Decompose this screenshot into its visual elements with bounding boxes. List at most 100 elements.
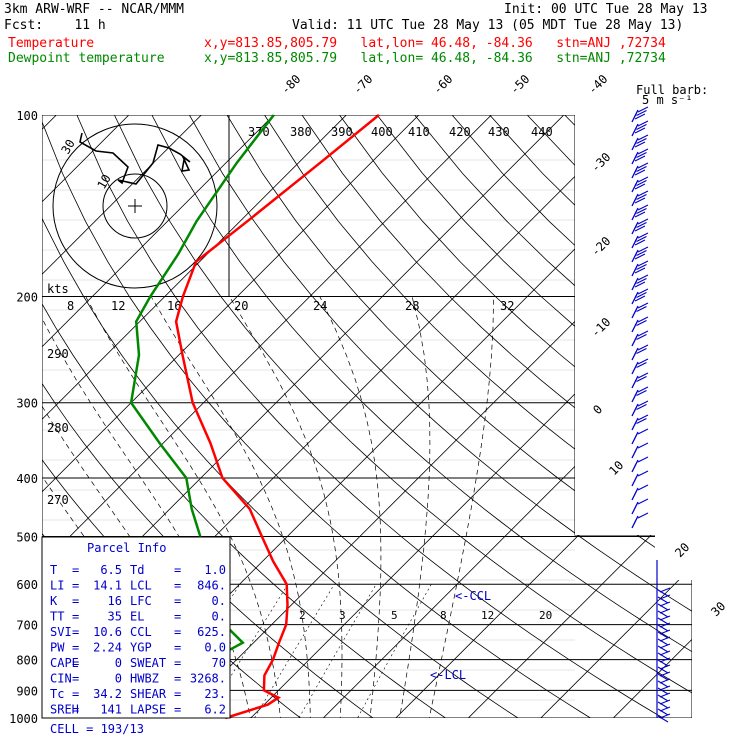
dry-adiabat-line xyxy=(0,115,23,731)
wind-barb xyxy=(631,344,649,361)
parcel-key: YGP xyxy=(130,641,152,655)
wind-barbs: Full barb:5 m s⁻¹ xyxy=(631,83,708,723)
moist-adiabat-line xyxy=(319,296,382,718)
moist-adiabat-line xyxy=(397,296,431,718)
wind-barb xyxy=(631,274,649,291)
parcel-key: SHEAR xyxy=(130,687,167,701)
wind-barb xyxy=(631,134,649,151)
parcel-value: 0. xyxy=(212,610,226,624)
parcel-key: SVI xyxy=(50,625,72,639)
parcel-key: T xyxy=(50,563,57,577)
parcel-key: Td xyxy=(130,563,144,577)
isotherm-label: -80 xyxy=(278,72,303,97)
wind-barb xyxy=(631,120,649,137)
parcel-eq: = xyxy=(174,641,181,655)
parcel-title: Parcel Info xyxy=(87,541,166,555)
pressure-tick-label: 1000 xyxy=(9,712,38,726)
parcel-value: 141 xyxy=(100,703,122,717)
mixing-ratio-label: 8 xyxy=(440,609,447,622)
parcel-key: CCL xyxy=(130,625,152,639)
wind-barb xyxy=(657,671,671,681)
parcel-value: 34.2 xyxy=(93,687,122,701)
parcel-value: 6.2 xyxy=(204,703,226,717)
init-time: Init: 00 UTC Tue 28 May 13 xyxy=(504,2,708,17)
isotherm-line xyxy=(455,115,692,718)
wind-barb xyxy=(631,176,649,193)
parcel-eq: = xyxy=(174,703,181,717)
parcel-value: 6.5 xyxy=(100,563,122,577)
hodograph-trace xyxy=(79,132,191,185)
dry-adiabat-line xyxy=(226,115,692,718)
wind-barb xyxy=(631,218,649,235)
dry-adiabat-line xyxy=(42,115,539,718)
pressure-tick-label: 200 xyxy=(16,291,38,305)
parcel-value: 846. xyxy=(197,579,226,593)
theta-e-label: 380 xyxy=(290,125,312,139)
pressure-tick-label: 900 xyxy=(16,684,38,698)
mixing-ratio-line xyxy=(246,584,335,718)
moist-adiabat-line xyxy=(42,296,253,718)
dry-adiabat-line xyxy=(489,115,692,718)
parcel-value: 70 xyxy=(212,656,226,670)
wind-barb xyxy=(631,470,649,487)
parcel-key: HWBZ xyxy=(130,672,159,686)
parcel-eq: = xyxy=(72,625,79,639)
wind-barb xyxy=(657,706,671,716)
lcl-marker: <-LCL xyxy=(430,668,466,682)
isotherm-line xyxy=(42,115,375,718)
mixing-ratio-label: 12 xyxy=(481,609,494,622)
isotherm-label: 10 xyxy=(606,458,626,478)
parcel-eq: = xyxy=(72,641,79,655)
isotherm-line xyxy=(600,115,692,718)
parcel-value: 3268. xyxy=(190,672,226,686)
parcel-eq: = xyxy=(174,594,181,608)
isotherm-line xyxy=(42,115,447,718)
mixing-ratio-label: 2 xyxy=(299,609,306,622)
hodograph-speed-label: 32 xyxy=(500,299,514,313)
parcel-key: CIN xyxy=(50,672,72,686)
parcel-value: 23. xyxy=(204,687,226,701)
parcel-eq: = xyxy=(72,563,79,577)
wind-barb xyxy=(657,587,671,597)
isotherm-label: -70 xyxy=(350,72,375,97)
wind-barb xyxy=(657,713,671,723)
parcel-key: LI xyxy=(50,579,64,593)
isotherm-label: 30 xyxy=(708,599,728,619)
parcel-key: SWEAT xyxy=(130,656,166,670)
mixing-ratio-label: 3 xyxy=(339,609,346,622)
wind-barb xyxy=(631,316,649,333)
barb-key-unit: 5 m s⁻¹ xyxy=(642,93,693,107)
wind-barb xyxy=(631,400,649,417)
theta-e-label: 430 xyxy=(488,125,510,139)
wind-barb xyxy=(631,232,649,249)
wind-barb xyxy=(631,484,649,501)
parcel-value: 2.24 xyxy=(93,641,122,655)
dry-adiabat-line xyxy=(526,115,692,718)
dry-adiabat-line xyxy=(264,115,692,718)
wind-barb xyxy=(631,288,649,305)
wind-barb xyxy=(631,190,649,207)
parcel-key: LFC xyxy=(130,594,152,608)
wind-barb xyxy=(657,685,671,695)
dry-adiabat-line xyxy=(42,115,612,718)
wind-barb xyxy=(657,636,671,646)
wind-barb xyxy=(631,246,649,263)
model-title: 3km ARW-WRF -- NCAR/MMM xyxy=(4,2,185,17)
hodograph-speed-label: 16 xyxy=(167,299,181,313)
dry-adiabat-line xyxy=(76,115,686,718)
moist-adiabat-line xyxy=(85,296,282,718)
isotherm-line xyxy=(42,115,230,718)
parcel-eq: = xyxy=(72,579,79,593)
parcel-eq: = xyxy=(72,610,79,624)
isotherm-line xyxy=(42,115,157,718)
dry-adiabat-line xyxy=(151,115,692,718)
parcel-key: LAPSE xyxy=(130,703,166,717)
mixing-ratio-line xyxy=(197,584,289,718)
dry-adiabat-line xyxy=(564,115,692,718)
hodograph-speed-label: 28 xyxy=(405,299,419,313)
temperature-legend: Temperature xyxy=(8,36,95,51)
wind-barb xyxy=(631,442,649,459)
isotherm-label: 20 xyxy=(672,540,692,560)
parcel-eq: = xyxy=(174,672,181,686)
wind-barb xyxy=(657,629,671,639)
